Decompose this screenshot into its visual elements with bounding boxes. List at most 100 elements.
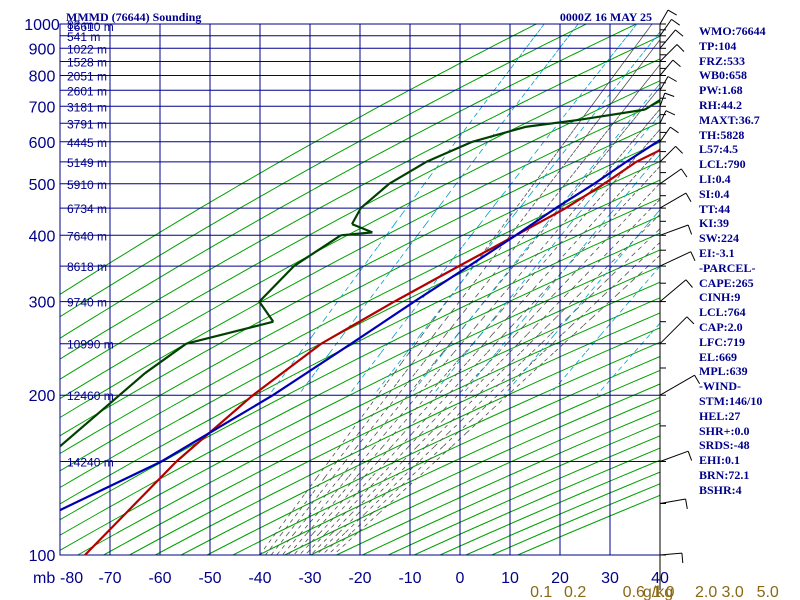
mixing-ratio-line: [432, 114, 661, 396]
wind-barb: [659, 224, 689, 236]
pressure-tick-label: 800: [29, 69, 56, 86]
dry-adiabat: [59, 249, 661, 551]
index-item: KI:39: [699, 216, 729, 231]
index-item: CINH:9: [699, 290, 741, 305]
pressure-tick-label: 600: [29, 135, 56, 152]
index-item: TP:104: [699, 38, 737, 53]
temperature-tick-label: -30: [298, 570, 321, 587]
index-item: -PARCEL-: [699, 260, 756, 275]
mixing-ratio-line: [298, 23, 579, 396]
index-item: HEL:27: [699, 408, 741, 423]
dry-adiabat: [258, 369, 661, 556]
wind-barb-flag: [667, 9, 677, 16]
dry-adiabat: [59, 23, 587, 318]
wind-barb: [659, 192, 687, 209]
height-label: 14240 m: [67, 456, 114, 470]
dry-adiabat: [517, 494, 661, 556]
index-item: LCL:790: [699, 157, 746, 172]
temperature-tick-label: -20: [348, 570, 371, 587]
dry-adiabat: [232, 356, 661, 556]
dry-adiabat: [362, 422, 661, 556]
wind-barb: [659, 374, 695, 396]
wind-barb: [659, 498, 686, 504]
temperature-tick-label: -50: [198, 570, 221, 587]
sounding-line: [59, 139, 661, 512]
temperature-tick-label: 0: [456, 570, 465, 587]
chart-datetime: 0000Z 16 MAY 25: [560, 10, 652, 24]
mixing-ratio-line: [348, 23, 638, 396]
dry-adiabat: [439, 459, 661, 556]
index-item: WB0:658: [699, 68, 747, 83]
mixing-ratio-tick-label: 3.0: [721, 584, 743, 600]
height-label: 82 m: [67, 18, 94, 32]
index-item: LI:0.4: [699, 171, 731, 186]
dry-adiabat: [206, 341, 661, 556]
wind-barb-flag: [665, 110, 676, 116]
wind-barb-flag: [664, 92, 675, 97]
index-item: PW:1.68: [699, 83, 743, 98]
wind-barb: [659, 29, 676, 49]
index-item: BSHR:4: [699, 482, 742, 497]
wind-barb-flag: [685, 192, 692, 203]
dry-adiabat: [59, 215, 661, 521]
index-item: -WIND-: [699, 379, 741, 394]
wind-barb: [659, 251, 692, 267]
wind-barb-flag: [685, 498, 688, 509]
temperature-tick-label: -70: [98, 570, 121, 587]
dry-adiabat: [59, 58, 661, 380]
index-item: SHR+:0.0: [699, 423, 750, 438]
moist-adiabat: [333, 255, 661, 556]
wind-barb-flag: [681, 553, 684, 564]
height-label: 3791 m: [67, 117, 107, 131]
mixing-ratio-tick-label: 0.1: [530, 584, 552, 600]
temperature-tick-label: -40: [248, 570, 271, 587]
wind-barb-flag: [686, 316, 695, 325]
chart-title: MMMD (76644) Sounding: [66, 10, 201, 24]
index-item: EL:669: [699, 349, 738, 364]
pressure-tick-label: 700: [29, 99, 56, 116]
wind-barb-flag: [694, 374, 701, 385]
index-item: BRN:72.1: [699, 467, 750, 482]
wind-barb-flag: [687, 224, 693, 235]
mixing-ratio-tick-label: 2.0: [695, 584, 717, 600]
dry-adiabat: [336, 409, 661, 556]
height-label: 541 m: [67, 30, 100, 44]
temperature-tick-label: 20: [551, 570, 569, 587]
mixing-ratio-unit-label: g/kg: [643, 584, 673, 600]
wind-barb-flag: [687, 451, 693, 461]
index-item: RH:44.2: [699, 97, 742, 112]
pressure-tick-label: 300: [29, 295, 56, 312]
height-label: 5149 m: [67, 156, 107, 170]
pressure-tick-label: 1000: [24, 17, 60, 34]
height-label: 3181 m: [67, 100, 107, 114]
wind-barb: [659, 44, 678, 62]
mixing-ratio-line: [409, 83, 661, 396]
wind-barb-flag: [671, 18, 680, 26]
dry-adiabat: [310, 396, 661, 556]
wind-barb: [659, 110, 667, 124]
wind-barb-flag: [685, 279, 693, 288]
dry-adiabat: [465, 471, 661, 556]
height-label: 4445 m: [67, 136, 107, 150]
wind-barb-flag: [676, 44, 685, 52]
pressure-tick-label: 400: [29, 228, 56, 245]
index-item: CAPE:265: [699, 275, 754, 290]
wind-barb-flag: [667, 76, 677, 82]
moist-adiabat: [316, 214, 661, 556]
height-label: 9740 m: [67, 296, 107, 310]
pressure-tick-label: 100: [29, 548, 56, 565]
wind-barbs: [659, 9, 701, 590]
height-label: 7640 m: [67, 229, 107, 243]
dry-adiabat: [491, 483, 661, 556]
index-item: FRZ:533: [699, 53, 745, 68]
height-label: 2051 m: [67, 70, 107, 84]
moist-adiabat: [327, 242, 661, 556]
index-item: TT:44: [699, 201, 731, 216]
index-item: SRDS:-48: [699, 438, 750, 453]
wind-barb-flag: [675, 29, 684, 37]
temperature-tick-label: 40: [651, 570, 669, 587]
wind-barb: [659, 126, 671, 143]
index-item: STM:146/10: [699, 393, 763, 408]
height-label: 6734 m: [67, 202, 107, 216]
wind-barb: [659, 59, 674, 76]
